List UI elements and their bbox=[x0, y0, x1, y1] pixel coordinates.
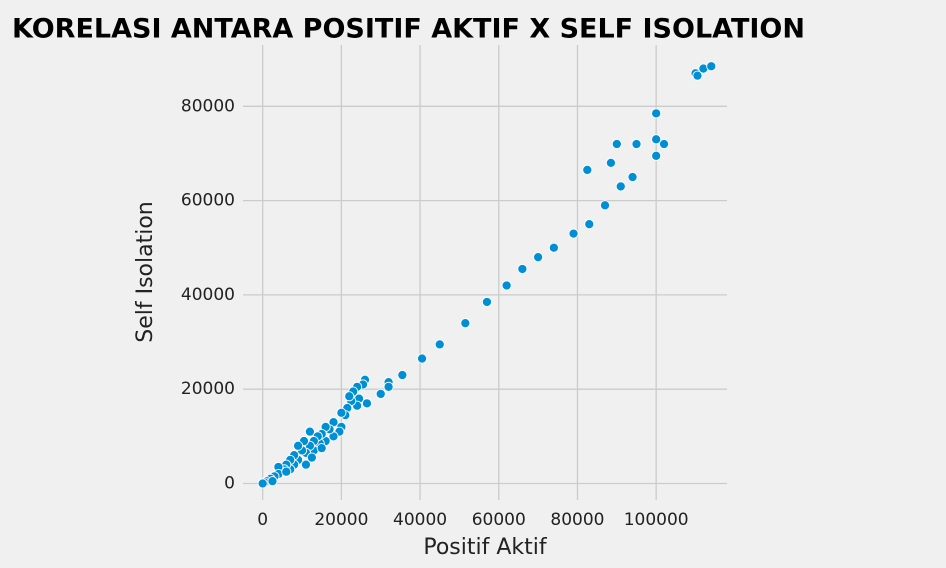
point bbox=[568, 228, 579, 239]
point bbox=[300, 459, 312, 470]
point bbox=[306, 452, 317, 463]
y-axis-label: Self Isolation bbox=[133, 201, 158, 343]
point bbox=[517, 263, 528, 275]
point bbox=[651, 150, 662, 161]
y-tick-label: 0 bbox=[224, 473, 235, 493]
point bbox=[692, 70, 703, 81]
point bbox=[375, 388, 386, 399]
x-tick-label: 80000 bbox=[550, 510, 604, 530]
point bbox=[631, 138, 642, 150]
point bbox=[599, 200, 611, 211]
point bbox=[501, 280, 512, 291]
point bbox=[316, 443, 327, 454]
y-tick-label: 60000 bbox=[181, 191, 235, 211]
x-tick-label: 20000 bbox=[314, 510, 368, 530]
x-tick-label: 40000 bbox=[393, 510, 447, 530]
point bbox=[281, 466, 292, 477]
x-tick-label: 60000 bbox=[472, 510, 526, 530]
point bbox=[434, 339, 445, 350]
chart-title: KORELASI ANTARA POSITIF AKTIF X SELF ISO… bbox=[12, 14, 805, 45]
y-tick-label: 20000 bbox=[181, 379, 235, 399]
point bbox=[336, 407, 347, 418]
point bbox=[651, 134, 662, 145]
point bbox=[397, 370, 408, 381]
point bbox=[658, 138, 670, 150]
point bbox=[584, 219, 595, 230]
point bbox=[361, 398, 373, 409]
point bbox=[460, 318, 471, 329]
point bbox=[611, 138, 622, 150]
point bbox=[416, 353, 428, 364]
point bbox=[706, 61, 717, 72]
point bbox=[257, 478, 268, 489]
y-tick-label: 80000 bbox=[181, 96, 235, 116]
point bbox=[548, 242, 559, 253]
point bbox=[627, 171, 638, 183]
point bbox=[533, 252, 544, 263]
point bbox=[651, 108, 662, 119]
point bbox=[481, 296, 493, 308]
point bbox=[605, 157, 616, 168]
point bbox=[304, 426, 315, 437]
point bbox=[293, 440, 304, 451]
point bbox=[267, 476, 278, 487]
x-tick-label: 100000 bbox=[624, 510, 689, 530]
x-tick-label: 0 bbox=[257, 510, 268, 530]
point bbox=[582, 164, 593, 175]
x-axis-label: Positif Aktif bbox=[423, 535, 548, 560]
point bbox=[344, 391, 355, 402]
y-tick-label: 40000 bbox=[181, 285, 235, 305]
point bbox=[615, 181, 626, 192]
point bbox=[383, 381, 394, 392]
